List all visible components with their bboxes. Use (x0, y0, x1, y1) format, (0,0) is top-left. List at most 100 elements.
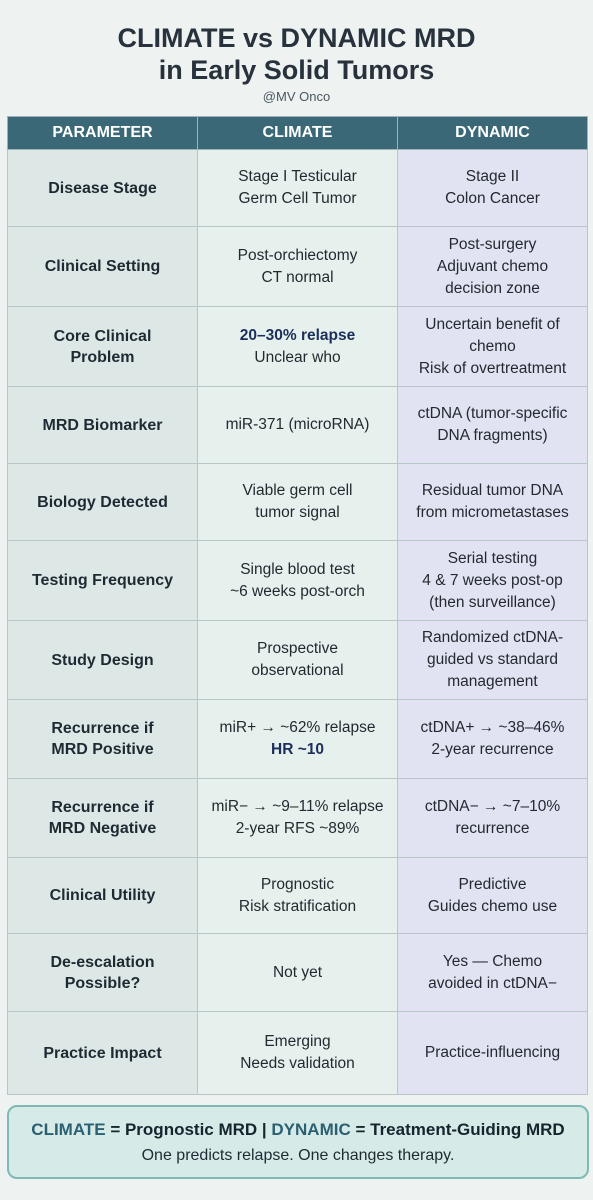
cell-line: Practice-influencing (424, 1044, 561, 1061)
table-row: Clinical Utility Prognostic Risk stratifi… (7, 857, 588, 934)
cell-line: avoided in ctDNA− (428, 974, 557, 992)
cell-line: Risk stratification (238, 897, 357, 915)
separator: | (257, 1120, 272, 1139)
parameter-cell: Testing Frequency (7, 540, 198, 621)
parameter-label: Disease Stage (48, 179, 157, 197)
author-handle: @MV Onco (262, 89, 331, 104)
climate-cell: miR− → ~9–11% relapse 2-year RFS ~89% (197, 778, 398, 858)
parameter-label: Core Clinical (53, 327, 152, 345)
equals-sign: = (350, 1120, 371, 1139)
cell-line: Adjuvant chemo (436, 257, 549, 275)
column-header-dynamic: DYNAMIC (397, 116, 588, 150)
dynamic-cell: Post-surgery Adjuvant chemo decision zone (397, 226, 588, 307)
cell-line: Guides chemo use (427, 897, 558, 915)
climate-cell: Not yet (197, 933, 398, 1012)
table-row: De-escalation Possible? Not yet Yes — Che… (7, 933, 588, 1012)
parameter-cell: Recurrence if MRD Positive (7, 699, 198, 779)
table-row: Clinical Setting Post-orchiectomy CT norm… (7, 226, 588, 307)
cell-line: miR− → ~9–11% relapse (211, 798, 384, 815)
cell-line: DNA fragments) (437, 427, 548, 444)
parameter-label: MRD Negative (48, 820, 157, 837)
cell-line: observational (251, 662, 344, 679)
cell-line: miR+ → ~62% relapse (219, 719, 376, 736)
cell-line: Germ Cell Tumor (238, 190, 357, 207)
cell-line: 2-year RFS ~89% (235, 820, 360, 837)
cell-line: Single blood test (240, 560, 355, 578)
cell-line: Prospective (257, 640, 338, 657)
dynamic-cell: Yes — Chemo avoided in ctDNA− (397, 933, 588, 1012)
cell-line: Colon Cancer (445, 190, 540, 207)
cell-line: Emerging (264, 1033, 331, 1050)
cell-line: Serial testing (447, 549, 538, 567)
dynamic-definition: Treatment-Guiding MRD (370, 1120, 565, 1139)
cell-line: decision zone (445, 279, 540, 297)
cell-line: 4 & 7 weeks post-op (422, 571, 563, 589)
parameter-cell: MRD Biomarker (7, 386, 198, 464)
cell-line: Prognostic (260, 875, 335, 893)
parameter-label: MRD Biomarker (42, 416, 163, 434)
table-row: Biology Detected Viable germ cell tumor s… (7, 463, 588, 541)
comparison-table: PARAMETER CLIMATE DYNAMIC Disease Stage … (7, 116, 588, 1095)
climate-cell: Prognostic Risk stratification (197, 857, 398, 934)
cell-line: ~6 weeks post-orch (230, 582, 365, 600)
cell-line: from micrometastases (416, 504, 569, 521)
dynamic-cell: ctDNA+ → ~38–46% 2-year recurrence (397, 699, 588, 779)
cell-line: miR-371 (microRNA) (225, 416, 370, 433)
cell-line: Randomized ctDNA- (421, 629, 564, 646)
dynamic-keyword: DYNAMIC (271, 1120, 351, 1139)
cell-line: Not yet (272, 963, 323, 981)
cell-line: Stage I Testicular (238, 168, 357, 185)
cell-line: Yes — Chemo (442, 952, 543, 970)
parameter-label: Clinical Setting (44, 258, 161, 275)
page-title: CLIMATE vs DYNAMIC MRD in Early Solid Tu… (0, 0, 593, 86)
cell-line: CT normal (261, 268, 334, 286)
climate-cell: Single blood test ~6 weeks post-orch (197, 540, 398, 621)
cell-line: ctDNA− → ~7–10% (424, 798, 561, 815)
climate-definition: Prognostic MRD (124, 1120, 258, 1139)
cell-line: Viable germ cell (242, 482, 353, 499)
cell-line: Stage II (465, 168, 520, 185)
cell-line: tumor signal (255, 504, 340, 521)
cell-line: Post-orchiectomy (237, 246, 358, 264)
table-row: Recurrence if MRD Positive miR+ → ~62% re… (7, 699, 588, 779)
parameter-cell: Clinical Setting (7, 226, 198, 307)
equals-sign: = (105, 1120, 125, 1139)
highlighted-value: 20–30% relapse (239, 326, 356, 344)
parameter-label: De-escalation (50, 953, 155, 971)
parameter-cell: Disease Stage (7, 149, 198, 227)
dynamic-cell: Uncertain benefit of chemo Risk of overtre… (397, 306, 588, 387)
parameter-cell: Recurrence if MRD Negative (7, 778, 198, 858)
cell-line: Risk of overtreatment (418, 359, 567, 377)
parameter-cell: De-escalation Possible? (7, 933, 198, 1012)
cell-line: ctDNA (tumor-specific (417, 405, 568, 422)
dynamic-cell: Randomized ctDNA-guided vs standard manag… (397, 620, 588, 700)
table-row: Recurrence if MRD Negative miR− → ~9–11% … (7, 778, 588, 858)
parameter-cell: Clinical Utility (7, 857, 198, 934)
table-row: MRD Biomarker miR-371 (microRNA) ctDNA (… (7, 386, 588, 464)
summary-box: CLIMATE = Prognostic MRD | DYNAMIC = Tre… (7, 1105, 589, 1179)
cell-line: Uncertain benefit of (425, 315, 560, 333)
table-row: Study Design Prospective observational Ra… (7, 620, 588, 700)
table-row: Core Clinical Problem 20–30% relapse Uncle… (7, 306, 588, 387)
parameter-label: Recurrence if (51, 799, 154, 816)
title-line-2: in Early Solid Tumors (158, 55, 435, 85)
cell-line: Unclear who (254, 348, 341, 366)
parameter-label: Biology Detected (37, 493, 168, 511)
table-row: Testing Frequency Single blood test ~6 we… (7, 540, 588, 621)
parameter-label: Possible? (64, 974, 141, 992)
cell-line: Predictive (458, 875, 527, 893)
cell-line: 2-year recurrence (431, 741, 554, 758)
parameter-cell: Core Clinical Problem (7, 306, 198, 387)
cell-line: recurrence (455, 820, 530, 837)
parameter-label: Practice Impact (43, 1044, 162, 1062)
dynamic-cell: Stage II Colon Cancer (397, 149, 588, 227)
parameter-label: Clinical Utility (49, 887, 156, 904)
climate-cell: miR-371 (microRNA) (197, 386, 398, 464)
parameter-label: Recurrence if (51, 720, 154, 737)
cell-line: management (447, 673, 538, 690)
parameter-cell: Practice Impact (7, 1011, 198, 1095)
parameter-label: Study Design (51, 651, 154, 669)
cell-line: Post-surgery (448, 235, 537, 253)
parameter-label: Problem (70, 348, 135, 366)
